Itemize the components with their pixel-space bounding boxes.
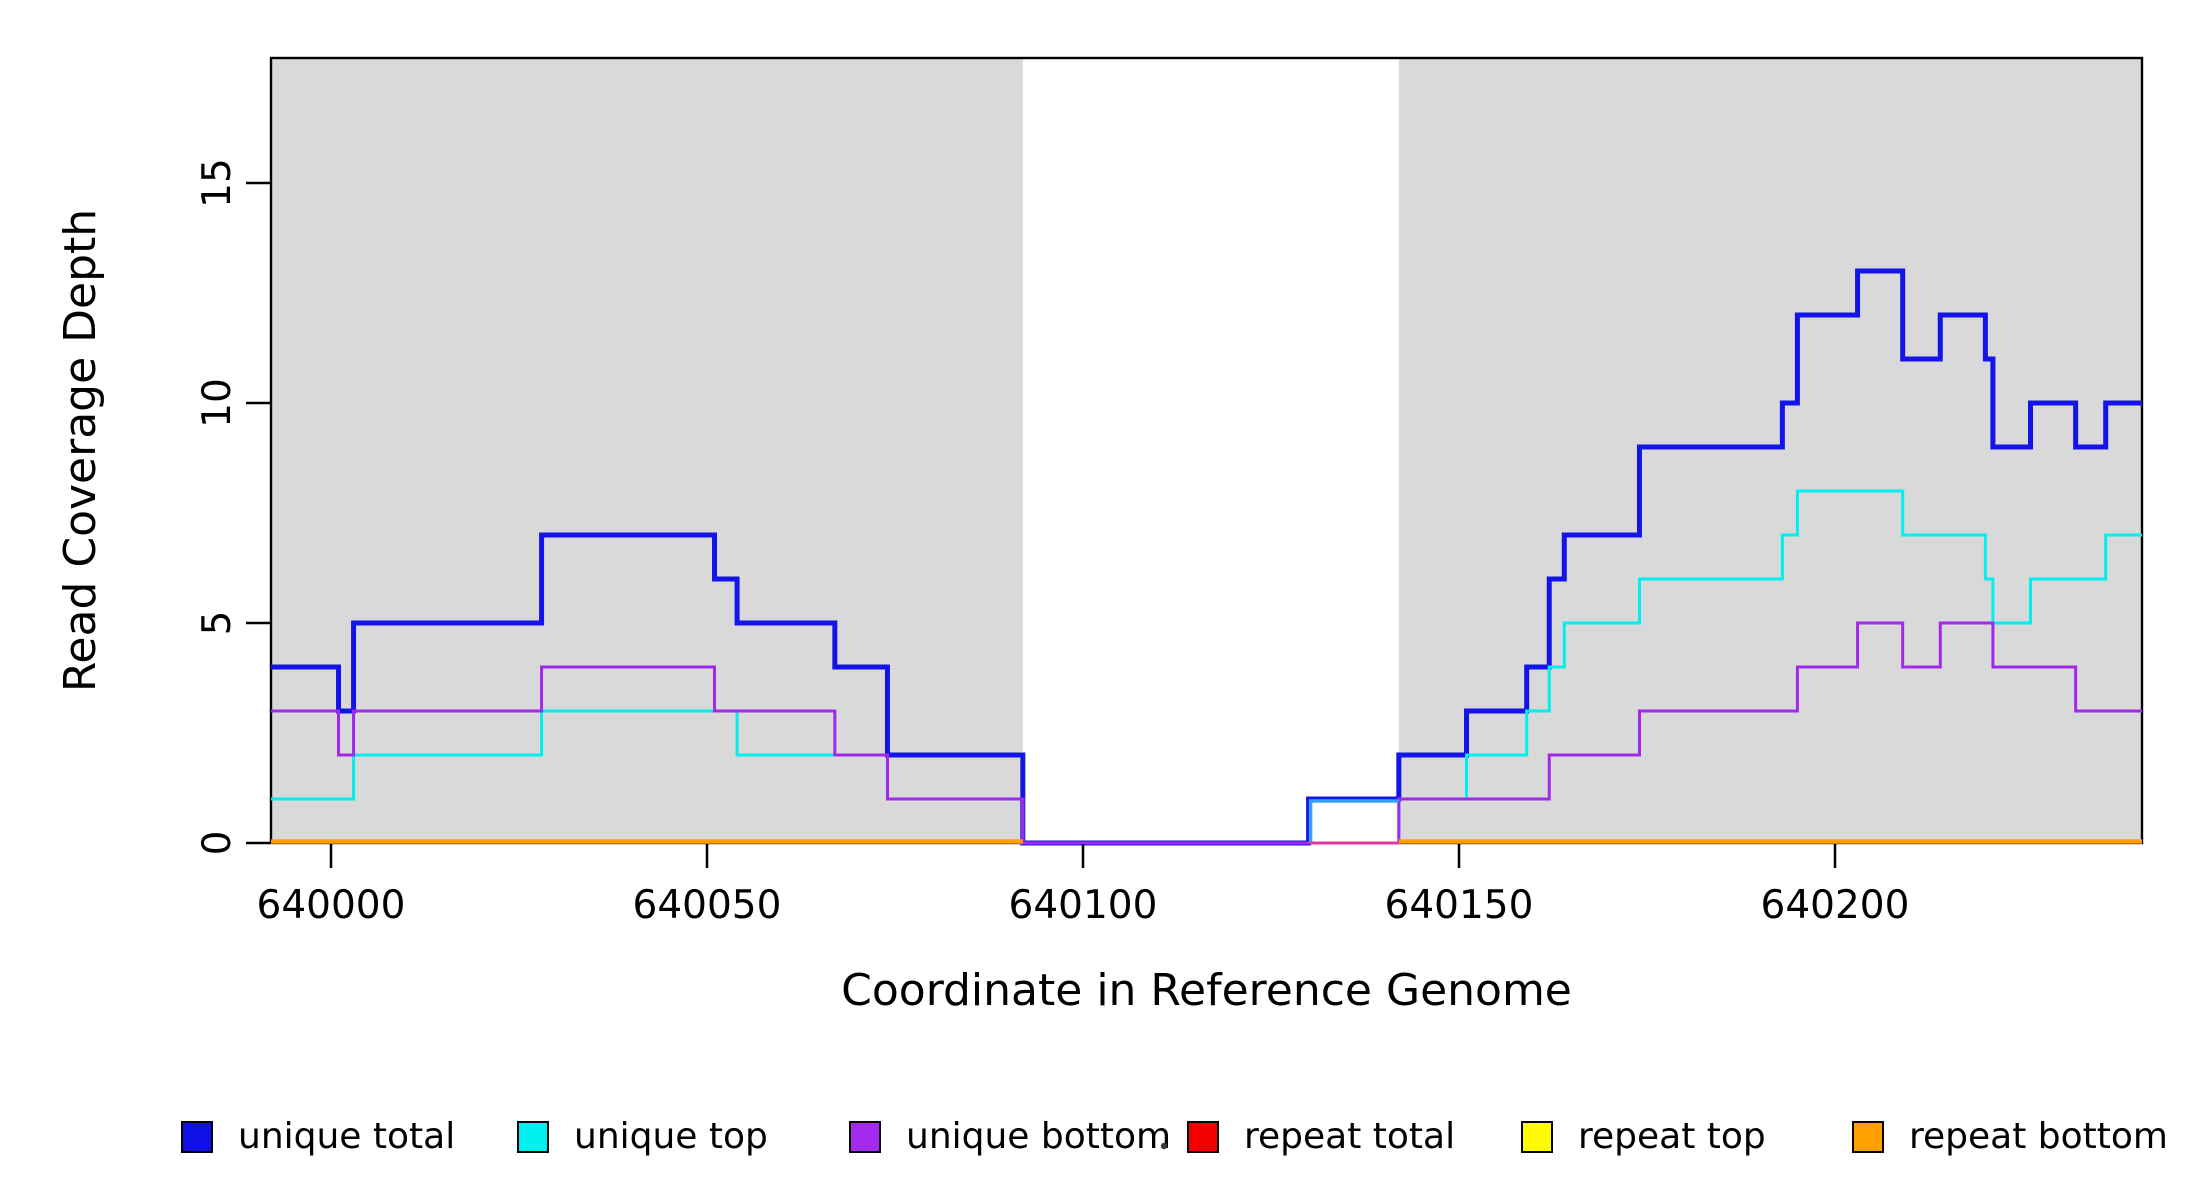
series-lines (271, 268, 2142, 846)
legend-swatch-repeat-bottom (1852, 1121, 1884, 1153)
axis-ticks (246, 181, 1837, 868)
y-tick-label: 10 (195, 378, 240, 428)
legend-label-unique-total: unique total (238, 1116, 455, 1157)
legend-swatch-repeat-total (1187, 1121, 1219, 1153)
x-axis-title: Coordinate in Reference Genome (841, 965, 1572, 1016)
series-line-unique-top (271, 489, 2142, 845)
y-tick-label: 5 (195, 611, 240, 636)
light-blue-step (1308, 799, 1399, 843)
legend-swatch-unique-total (181, 1121, 213, 1153)
legend-label-repeat-bottom: repeat bottom (1909, 1116, 2168, 1157)
x-tick-label: 640200 (1761, 883, 1910, 928)
legend-label-repeat-total: repeat total (1244, 1116, 1455, 1157)
series-line-unique-bottom (271, 621, 2142, 845)
series-line-unique-total (271, 268, 2142, 846)
axis-tick-labels: 640000 640050 640100 640150 640200 0 5 10 15 (195, 158, 1909, 928)
y-axis-title: Read Coverage Depth (55, 209, 106, 692)
y-tick-label: 0 (195, 831, 240, 856)
x-tick-label: 640000 (257, 883, 406, 928)
legend-swatch-unique-bottom (849, 1121, 881, 1153)
legend-label-repeat-top: repeat top (1578, 1116, 1766, 1157)
shaded-region (271, 58, 1023, 843)
x-tick-label: 640150 (1385, 883, 1534, 928)
shaded-region (1398, 58, 2142, 843)
legend-label-unique-top: unique top (574, 1116, 768, 1157)
shaded-regions (271, 58, 2142, 843)
stray-dot-artifact (1160, 1142, 1168, 1150)
y-tick-label: 15 (195, 158, 240, 208)
x-tick-label: 640050 (633, 883, 782, 928)
x-tick-label: 640100 (1009, 883, 1158, 928)
legend-swatch-repeat-top (1521, 1121, 1553, 1153)
legend: unique total unique top unique bottom repea… (181, 1116, 2168, 1157)
legend-swatch-unique-top (517, 1121, 549, 1153)
legend-label-unique-bottom: unique bottom (906, 1116, 1171, 1157)
